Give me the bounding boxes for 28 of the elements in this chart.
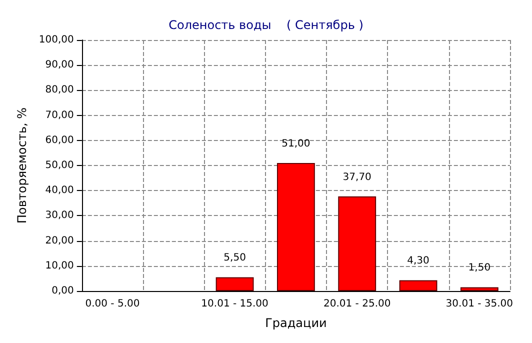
y-tick-label: 100,00 bbox=[38, 34, 74, 46]
bar bbox=[276, 162, 315, 291]
chart-title: Соленость воды ( Сентябрь ) bbox=[168, 18, 364, 32]
y-tick-label: 80,00 bbox=[45, 84, 74, 96]
y-tick-label: 20,00 bbox=[45, 235, 74, 246]
x-tick-label: 20.01 - 25.00 bbox=[323, 298, 391, 310]
data-label: 4,30 bbox=[407, 256, 430, 267]
y-axis-title: Повторяемость, % bbox=[15, 107, 29, 224]
y-tick-label: 10,00 bbox=[45, 260, 74, 272]
y-tick-label: 0,00 bbox=[52, 286, 74, 296]
bar bbox=[216, 277, 254, 291]
x-tick-label: 0.00 - 5.00 bbox=[85, 298, 140, 310]
x-tick-label: 10.01 - 15.00 bbox=[201, 298, 268, 310]
bar bbox=[460, 287, 498, 291]
x-tick-label: 30.01 - 35.00 bbox=[446, 298, 514, 310]
y-tick-label: 70,00 bbox=[45, 110, 74, 121]
y-tick-label: 50,00 bbox=[45, 160, 74, 171]
bar bbox=[338, 196, 376, 291]
y-tick-label: 90,00 bbox=[45, 60, 74, 71]
x-axis-title: Градации bbox=[265, 316, 327, 330]
data-label: 51,00 bbox=[282, 138, 310, 150]
bar bbox=[399, 280, 438, 291]
y-tick-label: 60,00 bbox=[45, 134, 74, 146]
y-tick-label: 40,00 bbox=[45, 185, 74, 196]
data-label: 37,70 bbox=[342, 172, 372, 183]
y-tick-label: 30,00 bbox=[45, 210, 74, 222]
data-label: 5,50 bbox=[224, 252, 246, 264]
data-label: 1,50 bbox=[468, 262, 491, 274]
